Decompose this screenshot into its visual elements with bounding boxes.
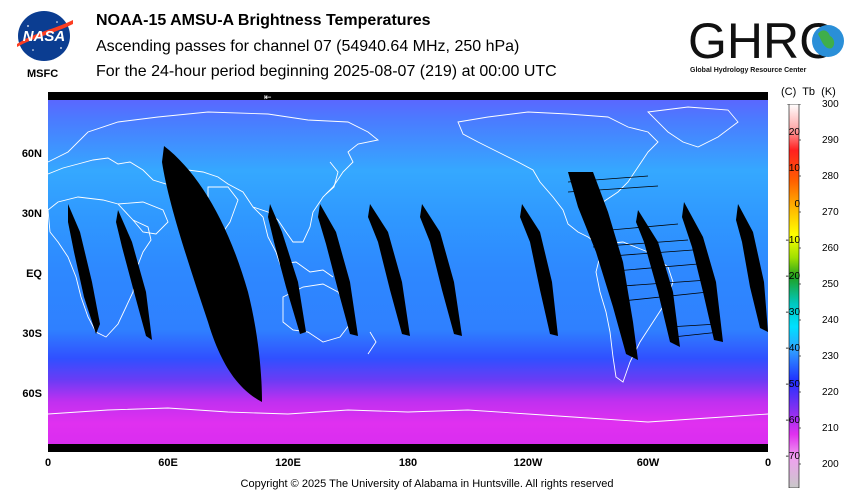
lat-label-60n: 60N: [21, 148, 42, 160]
nasa-logo-text: NASA: [23, 28, 66, 45]
brightness-temperature-map: ⇤: [48, 92, 768, 452]
lon-label-120e: 120E: [275, 457, 301, 469]
cb-c-tick-m50: -50: [785, 379, 800, 390]
orbit-gap-7: [520, 204, 558, 336]
ghrc-logo-text: GHRC: [688, 13, 835, 69]
orbit-gap-11: [736, 204, 768, 332]
nasa-logo: NASA: [17, 11, 73, 61]
cb-k-tick-210: 210: [822, 423, 839, 434]
colorbar-fill: [788, 104, 800, 488]
orbit-gap-8: [568, 172, 638, 360]
orbit-gap-2: [116, 210, 152, 340]
cb-k-tick-290: 290: [822, 135, 839, 146]
cb-c-tick-20: 20: [788, 127, 800, 138]
lon-label-0-right: 0: [764, 457, 772, 469]
lon-label-0-left: 0: [44, 457, 52, 469]
colorbar: [787, 104, 801, 488]
coast-greenland: [647, 106, 739, 148]
bottom-data-gap: [48, 444, 768, 452]
period-subtitle: For the 24-hour period beginning 2025-08…: [96, 63, 557, 80]
orbit-gap-1: [68, 204, 100, 334]
cb-c-tick-0: 0: [794, 199, 800, 210]
cb-c-tick-m40: -40: [785, 343, 800, 354]
lon-label-60w: 60W: [636, 457, 660, 469]
orbit-gap-5: [368, 204, 410, 336]
lat-label-30n: 30N: [21, 208, 42, 220]
cb-c-tick-m20: -20: [785, 271, 800, 282]
cb-c-tick-m10: -10: [785, 235, 800, 246]
colorbar-ticks: [787, 104, 801, 465]
chart-title: NOAA-15 AMSU-A Brightness Temperatures: [96, 12, 431, 29]
orbit-gap-3: [268, 204, 306, 334]
coast-nz: [367, 331, 377, 355]
colorbar-header-tb: Tb: [802, 86, 816, 98]
lon-label-120w: 120W: [513, 457, 543, 469]
lat-label-30s: 30S: [22, 328, 42, 340]
orbit-gap-wide: [162, 146, 262, 402]
colorbar-header: (C) Tb (K): [781, 86, 836, 98]
lon-label-180: 180: [398, 457, 418, 469]
cb-k-tick-230: 230: [822, 351, 839, 362]
ghrc-logo: GHRC Global Hydrology Resource Center: [688, 13, 844, 74]
cb-k-tick-220: 220: [822, 387, 839, 398]
scan-direction-arrow: ⇤: [264, 92, 272, 102]
msfc-label: MSFC: [27, 68, 59, 80]
cb-k-tick-270: 270: [822, 207, 839, 218]
cb-k-tick-300: 300: [822, 99, 839, 110]
coast-africa: [48, 196, 152, 338]
cb-c-tick-m60: -60: [785, 415, 800, 426]
orbit-gap-10: [682, 202, 723, 342]
lat-label-eq: EQ: [26, 268, 42, 280]
coast-antarctica: [48, 407, 768, 423]
cb-c-tick-m70: -70: [785, 451, 800, 462]
coast-japan: [325, 161, 339, 195]
channel-subtitle: Ascending passes for channel 07 (54940.6…: [96, 38, 520, 55]
coast-eurasia: [48, 111, 380, 243]
copyright-footer: Copyright © 2025 The University of Alaba…: [240, 478, 614, 490]
orbit-gap-4: [318, 204, 358, 336]
lat-label-60s: 60S: [22, 388, 42, 400]
cb-k-tick-240: 240: [822, 315, 839, 326]
cb-k-tick-260: 260: [822, 243, 839, 254]
cb-k-tick-200: 200: [822, 459, 839, 470]
orbit-gap-6: [420, 204, 462, 336]
coast-arabia: [117, 201, 169, 235]
top-data-gap: [48, 92, 768, 100]
cb-c-tick-10: 10: [788, 163, 800, 174]
colorbar-header-k: (K): [821, 86, 836, 98]
orbit-gap-9: [636, 210, 680, 347]
ghrc-subtitle: Global Hydrology Resource Center: [690, 67, 807, 74]
cb-k-tick-280: 280: [822, 171, 839, 182]
cb-k-tick-250: 250: [822, 279, 839, 290]
orbit-gaps: [68, 146, 768, 402]
coast-australia: [282, 283, 351, 343]
scan-line-artifacts: [567, 175, 721, 338]
cb-c-tick-m30: -30: [785, 307, 800, 318]
lon-label-60e: 60E: [158, 457, 178, 469]
colorbar-header-c: (C): [781, 86, 797, 98]
